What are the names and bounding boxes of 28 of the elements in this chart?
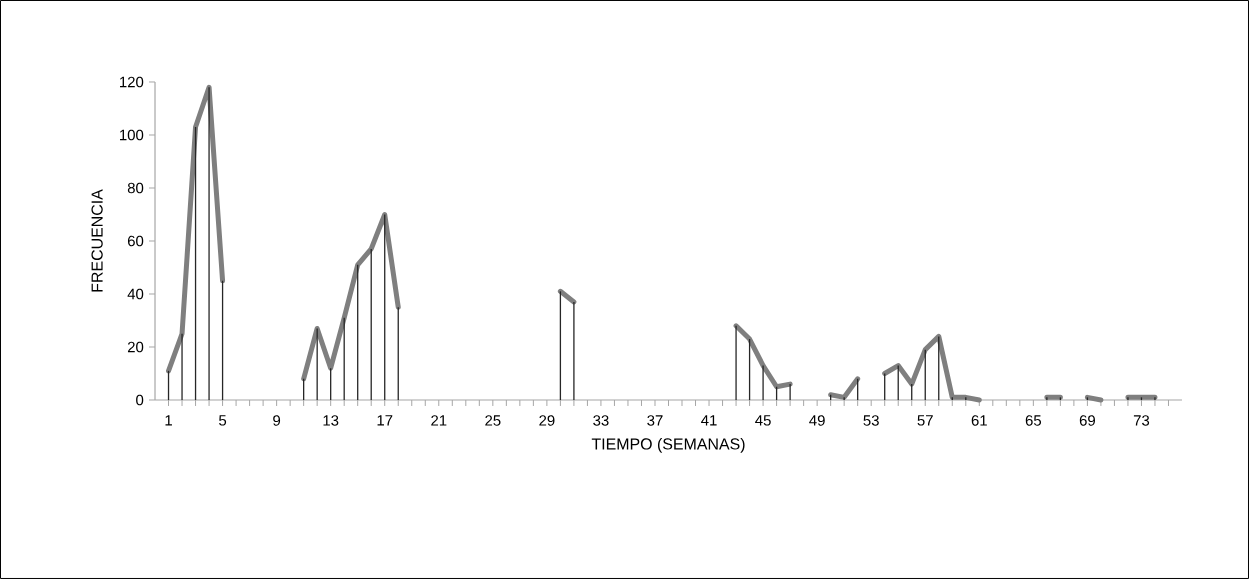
- x-tick-label: 21: [431, 415, 447, 426]
- x-tick-label: 73: [1133, 415, 1150, 426]
- x-tick-label: 17: [377, 415, 393, 426]
- x-tick-label: 61: [971, 415, 987, 426]
- x-tick-label: 9: [273, 415, 281, 426]
- y-tick-label: 40: [127, 288, 144, 300]
- y-tick-label: 0: [136, 394, 144, 406]
- x-tick-label: 49: [809, 415, 825, 426]
- y-tick-label: 100: [120, 129, 144, 141]
- x-tick-label: 69: [1079, 415, 1095, 426]
- x-tick-label: 57: [917, 415, 933, 426]
- x-tick-label: 45: [755, 415, 771, 426]
- x-tick-label: 13: [323, 415, 339, 426]
- x-tick-label: 65: [1025, 415, 1042, 426]
- y-tick-label: 120: [120, 76, 144, 88]
- x-tick-label: 29: [539, 415, 555, 426]
- x-tick-label: 1: [165, 415, 172, 426]
- x-tick-label: 53: [863, 415, 879, 426]
- x-tick-label: 37: [647, 415, 663, 426]
- x-tick-label: 25: [485, 415, 501, 426]
- x-axis-title: TIEMPO (SEMANAS): [591, 437, 745, 453]
- x-tick-label: 41: [701, 415, 717, 426]
- y-tick-label: 20: [127, 341, 144, 353]
- y-axis-title: FRECUENCIA: [91, 189, 103, 292]
- x-tick-label: 33: [593, 415, 609, 426]
- y-tick-label: 80: [127, 182, 144, 194]
- y-tick-label: 60: [127, 235, 144, 247]
- x-tick-label: 5: [219, 415, 227, 426]
